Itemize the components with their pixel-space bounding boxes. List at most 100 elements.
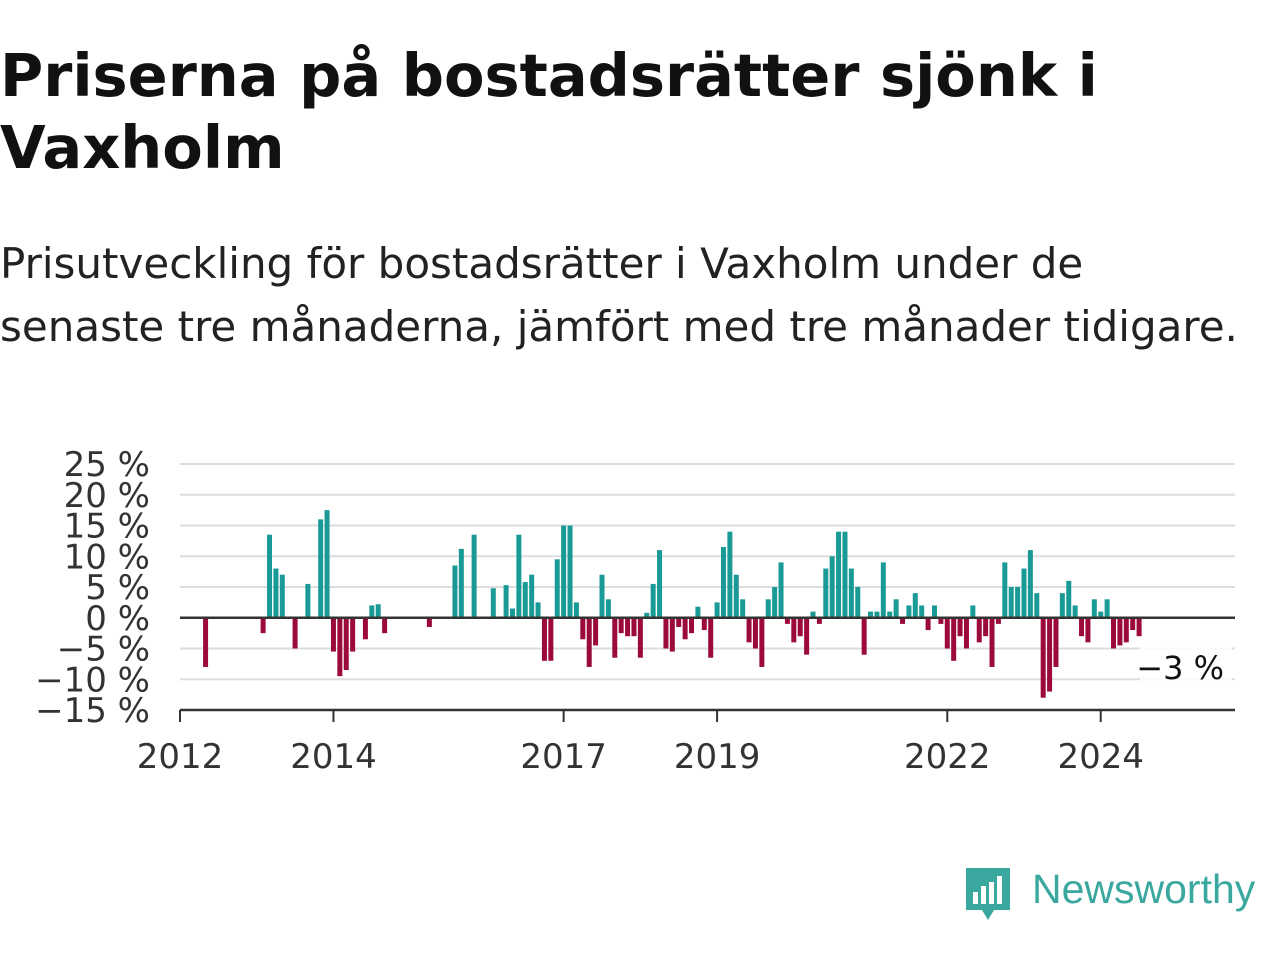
bar [548,617,554,661]
bar [772,587,778,618]
gridlines [180,463,1235,681]
bar [900,617,906,624]
bar [1072,605,1078,618]
bar [382,617,388,634]
price-change-bar-chart: −15 %−10 %−5 %0 %5 %10 %15 %20 %25 % 201… [35,445,1235,777]
y-tick-label: 10 % [64,537,150,577]
bar [963,617,969,649]
bar [343,617,349,671]
bar [1027,550,1033,618]
bar [490,588,496,618]
bar [938,617,944,624]
bar [931,605,937,618]
bar [1104,599,1110,618]
bar [593,617,599,646]
brand-name: Newsworthy [1032,866,1256,912]
bar [848,568,854,618]
bar [797,617,803,637]
bar [720,547,726,618]
bar [1136,617,1142,637]
y-tick-label: 0 % [85,599,150,639]
bar [586,617,592,667]
x-tick-label: 2014 [290,737,377,777]
bar [1123,617,1129,643]
bar [350,617,356,652]
bar [689,617,695,634]
bar [842,531,848,618]
bar [554,559,560,618]
bar [714,602,720,618]
bar [1015,587,1021,618]
y-tick-label: 15 % [64,507,150,547]
bar [669,617,675,652]
bar [203,617,209,667]
bar [925,617,931,631]
y-tick-label: −15 % [35,691,150,731]
bar [855,587,861,618]
bar [292,617,298,649]
bar [1098,611,1104,618]
y-tick-label: 5 % [85,568,150,608]
bar [503,585,509,618]
bars [203,510,1142,698]
bar [708,617,714,658]
x-tick-label: 2017 [520,737,607,777]
bar [816,617,822,624]
newsworthy-brand[interactable]: Newsworthy [962,860,1278,930]
bar [1117,617,1123,646]
bar [701,617,707,631]
y-tick-label: −5 % [57,630,150,670]
x-tick-label: 2022 [904,737,991,777]
bar [733,574,739,618]
bar [273,568,279,618]
bar [516,534,522,618]
bar [868,611,874,618]
x-tick-label: 2012 [137,737,224,777]
bar [791,617,797,643]
bar [682,617,688,640]
bar [804,617,810,655]
bar [1085,617,1091,643]
bar [836,531,842,618]
bar [529,574,535,618]
bar [637,617,643,658]
bar [1053,617,1059,667]
bar [1047,617,1053,692]
bar [471,534,477,618]
bar [944,617,950,649]
bar [951,617,957,661]
y-tick-label: 25 % [64,445,150,485]
bar [880,562,886,618]
bar [260,617,266,634]
bar [631,617,637,637]
bar [618,617,624,634]
bar [1034,593,1040,618]
bar [983,617,989,637]
bar [1040,617,1046,698]
bar [375,604,381,618]
bar [567,525,573,618]
last-value-label-background [1140,646,1232,689]
bar [305,583,311,618]
x-tick-label: 2019 [674,737,761,777]
bar [893,599,899,618]
bar [727,531,733,618]
bar [676,617,682,627]
bar [989,617,995,667]
bar [509,608,515,618]
bar [906,605,912,618]
bar [778,562,784,618]
bar [362,617,368,640]
newsworthy-logo-icon [966,868,1010,920]
bar [267,534,273,618]
chart-subtitle: Prisutveckling för bostadsrätter i Vaxho… [0,239,1238,351]
bar [1059,593,1065,618]
bar [522,582,528,618]
y-tick-label: 20 % [64,476,150,516]
bar [874,611,880,618]
bar [330,617,336,652]
bar [650,583,656,618]
bar [644,612,650,618]
bar [1066,580,1072,618]
bar [318,519,324,618]
